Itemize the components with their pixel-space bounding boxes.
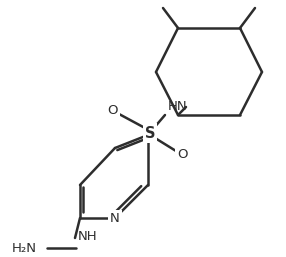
Text: O: O [177,149,187,161]
Text: NH: NH [78,231,98,243]
Text: HN: HN [168,100,188,114]
Text: O: O [108,104,118,116]
Text: H₂N: H₂N [12,242,37,254]
Text: N: N [110,212,120,225]
Text: S: S [145,125,155,141]
